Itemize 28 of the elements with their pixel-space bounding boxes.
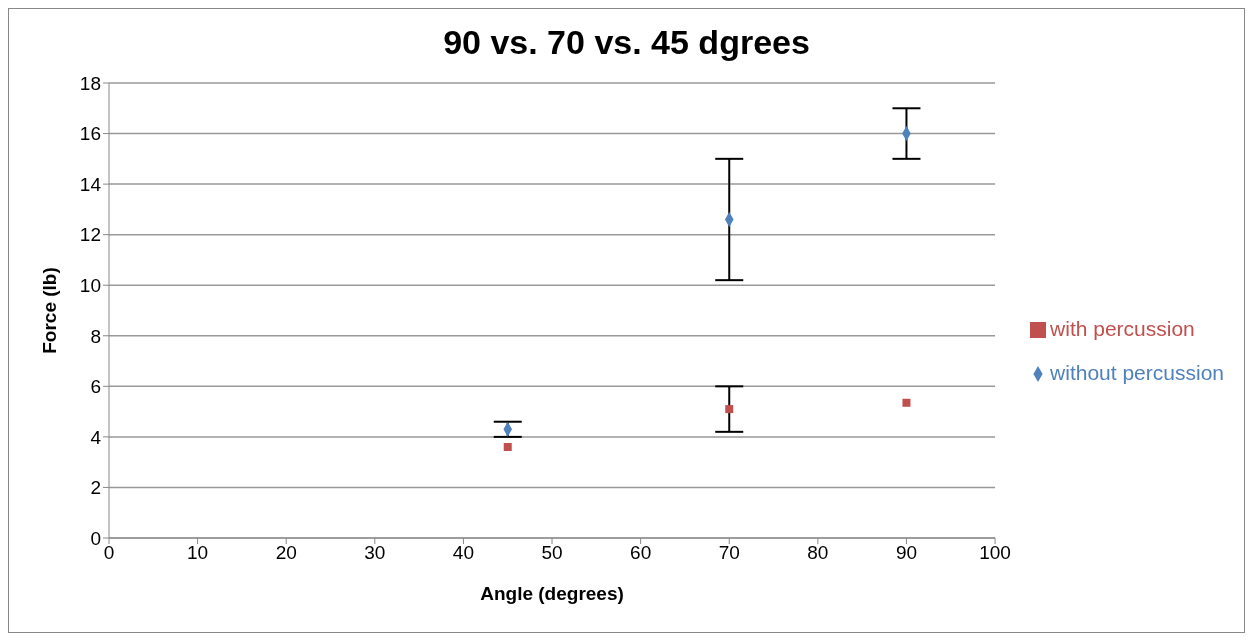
x-tick-label: 100 bbox=[979, 542, 1011, 564]
point bbox=[725, 405, 734, 414]
x-tick-label: 50 bbox=[541, 542, 563, 564]
y-tick-label: 2 bbox=[90, 477, 101, 499]
x-tick-label: 30 bbox=[364, 542, 386, 564]
y-tick-label: 16 bbox=[79, 123, 101, 145]
x-tick-label: 20 bbox=[275, 542, 297, 564]
x-tick-label: 60 bbox=[630, 542, 652, 564]
y-tick-label: 8 bbox=[90, 325, 101, 347]
x-axis-title: Angle (degrees) bbox=[480, 583, 624, 604]
y-tick-label: 10 bbox=[79, 274, 101, 296]
x-tick-label: 80 bbox=[807, 542, 829, 564]
y-tick-label: 12 bbox=[79, 224, 101, 246]
y-tick-label: 6 bbox=[90, 376, 101, 398]
y-tick-label: 4 bbox=[90, 426, 102, 448]
point bbox=[902, 398, 911, 407]
x-tick-label: 40 bbox=[452, 542, 474, 564]
x-tick-label: 90 bbox=[895, 542, 918, 564]
x-tick-label: 10 bbox=[187, 542, 209, 564]
y-axis-title: Force (lb) bbox=[38, 267, 60, 354]
chart-title: 90 vs. 70 vs. 45 dgrees bbox=[442, 23, 811, 63]
point bbox=[503, 443, 512, 451]
legend-label: with percussion bbox=[1050, 316, 1195, 340]
y-tick-label: 14 bbox=[79, 173, 102, 195]
x-tick-label: 70 bbox=[718, 542, 740, 564]
y-tick-label: 0 bbox=[90, 527, 101, 549]
y-tick-label: 18 bbox=[79, 72, 101, 94]
legend-label: without percussion bbox=[1050, 360, 1224, 384]
